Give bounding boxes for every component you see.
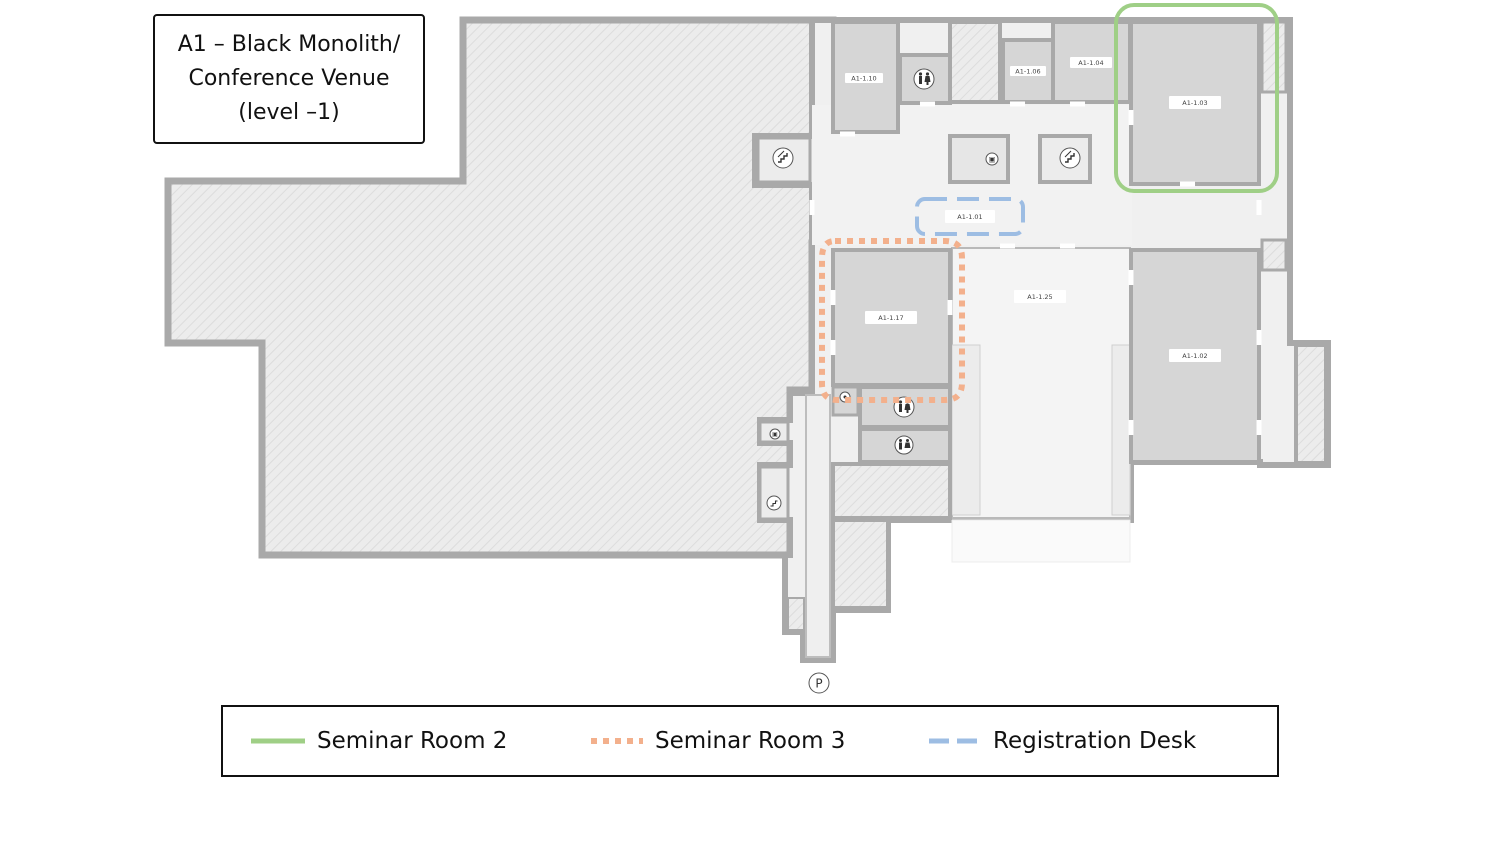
- hatched-shaft-east: [1294, 343, 1328, 465]
- elevator-icon: ▣: [769, 428, 781, 440]
- room-label-a1-104: A1-1.04: [1078, 59, 1103, 67]
- parking-icon: P: [808, 672, 830, 694]
- room-tags: A1-1.10 A1-1.06 A1-1.04 A1-1.03 A1-1.01 …: [845, 57, 1221, 362]
- room-label-a1-125: A1-1.25: [1027, 293, 1052, 301]
- elevator-core-north: [948, 134, 1010, 184]
- map-title-box: A1 – Black Monolith/ Conference Venue (l…: [153, 14, 425, 144]
- map-title-line-2: Conference Venue: [188, 66, 390, 91]
- legend-item-seminar-room-3: Seminar Room 3: [591, 707, 845, 775]
- legend-swatch-dashed: [929, 738, 981, 744]
- stair-steps-left: [951, 344, 981, 516]
- hatched-area-southwest: [831, 518, 890, 610]
- room-label-a1-103: A1-1.03: [1182, 99, 1207, 107]
- legend-label-seminar-room-2: Seminar Room 2: [317, 728, 508, 754]
- door-gaps: [809, 101, 1262, 435]
- highlight-seminar-room-2: [1114, 3, 1279, 193]
- hatched-strip-east-top: [1260, 20, 1288, 94]
- highlight-seminar-room-3: [819, 238, 965, 403]
- restroom-icon: [913, 68, 935, 90]
- legend-swatch-solid: [251, 738, 305, 744]
- svg-text:▣: ▣: [772, 431, 778, 438]
- highlight-registration-desk: [915, 197, 1025, 236]
- hatched-strip-south: [787, 597, 805, 631]
- map-title-line-1: A1 – Black Monolith/: [177, 32, 401, 57]
- stairs-icon: [772, 147, 794, 169]
- map-title-line-3: (level –1): [238, 100, 340, 125]
- legend-label-seminar-room-3: Seminar Room 3: [655, 728, 846, 754]
- room-label-a1-117: A1-1.17: [878, 314, 903, 322]
- stairwell-southwest: [758, 465, 790, 521]
- svg-text:▣: ▣: [989, 156, 996, 164]
- legend-label-registration-desk: Registration Desk: [993, 728, 1197, 754]
- corridor-south: [805, 394, 831, 658]
- legend-item-seminar-room-2: Seminar Room 2: [251, 707, 507, 775]
- map-legend: Seminar Room 2 Seminar Room 3 Registrati…: [221, 705, 1279, 777]
- legend-swatch-dotted: [591, 738, 643, 744]
- room-label-a1-102: A1-1.02: [1182, 352, 1207, 360]
- room-label-a1-110: A1-1.10: [851, 75, 876, 83]
- hatched-shaft-north: [948, 20, 1002, 104]
- floor-plan-map: A1-1.10 A1-1.06 A1-1.04 A1-1.03 A1-1.01 …: [164, 3, 1331, 694]
- stair-steps-right: [1111, 344, 1131, 516]
- stairs-icon: [766, 495, 782, 511]
- hatched-area-south: [831, 462, 952, 520]
- parking-label: P: [815, 677, 822, 691]
- legend-item-registration-desk: Registration Desk: [929, 707, 1196, 775]
- restroom-icon: [894, 435, 914, 455]
- hatched-strip-east: [1260, 238, 1288, 272]
- room-label-a1-101: A1-1.01: [957, 213, 982, 221]
- elevator-icon: ▣: [985, 152, 999, 166]
- room-label-a1-106: A1-1.06: [1015, 68, 1040, 76]
- stairs-icon: [1059, 147, 1081, 169]
- outdoor-area: [951, 519, 1131, 563]
